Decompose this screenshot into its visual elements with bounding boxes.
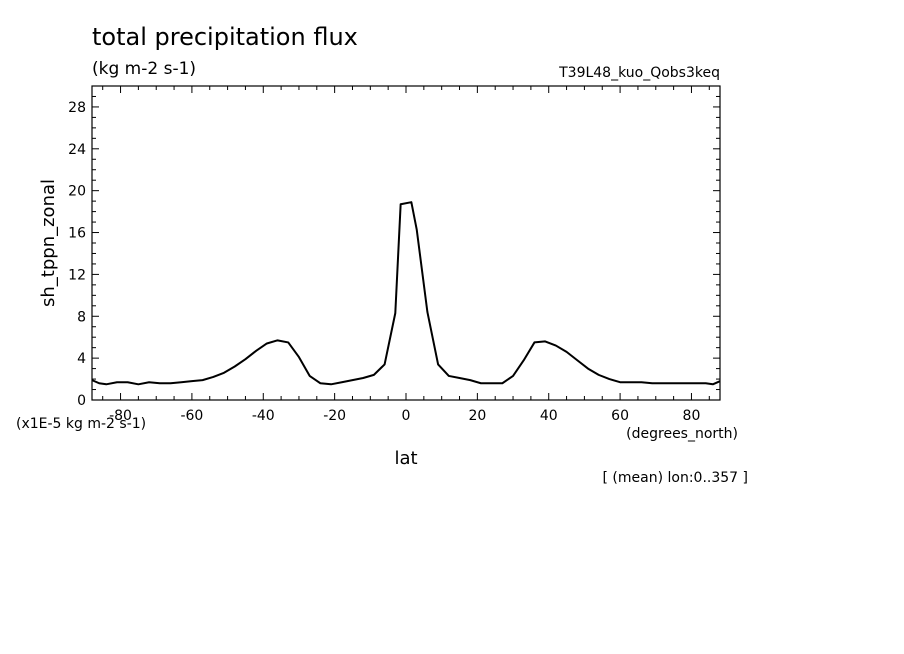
plot-frame bbox=[91, 85, 721, 401]
y-tick-label: 20 bbox=[68, 184, 86, 200]
chart-title: total precipitation flux bbox=[92, 23, 358, 51]
chart-units: (kg m-2 s-1) bbox=[92, 59, 196, 79]
x-axis-label: lat bbox=[394, 448, 417, 469]
x-tick-label: 20 bbox=[468, 408, 486, 424]
x-tick-label: 60 bbox=[611, 408, 629, 424]
x-tick-label: 40 bbox=[540, 408, 558, 424]
y-tick-label: 12 bbox=[68, 267, 86, 283]
x-tick-label: -20 bbox=[323, 408, 346, 424]
x-tick-label: -40 bbox=[252, 408, 275, 424]
y-axis-label: sh_tppn_zonal bbox=[38, 179, 59, 307]
y-tick-label: 8 bbox=[77, 309, 86, 325]
x-tick-label: -60 bbox=[180, 408, 203, 424]
y-tick-label: 24 bbox=[68, 142, 86, 158]
y-tick-label: 0 bbox=[77, 393, 86, 409]
x-axis-units: (degrees_north) bbox=[626, 426, 738, 442]
x-tick-label: -80 bbox=[109, 408, 132, 424]
y-tick-label: 28 bbox=[68, 100, 86, 116]
y-tick-label: 16 bbox=[68, 226, 86, 242]
run-label: T39L48_kuo_Qobs3keq bbox=[558, 65, 720, 81]
x-tick-label: 80 bbox=[683, 408, 701, 424]
y-scale-note: (x1E-5 kg m-2 s-1) bbox=[16, 416, 146, 432]
y-tick-label: 4 bbox=[77, 351, 86, 367]
axis-ticks bbox=[92, 85, 720, 401]
footnote: [ (mean) lon:0..357 ] bbox=[603, 470, 748, 486]
series-line-sh-tppn-zonal bbox=[91, 201, 721, 386]
tick-labels: -80 -60 -40 -20 0 20 40 60 80 0 4 8 12 16 20 24 28 bbox=[68, 100, 700, 424]
x-tick-label: 0 bbox=[402, 408, 411, 424]
